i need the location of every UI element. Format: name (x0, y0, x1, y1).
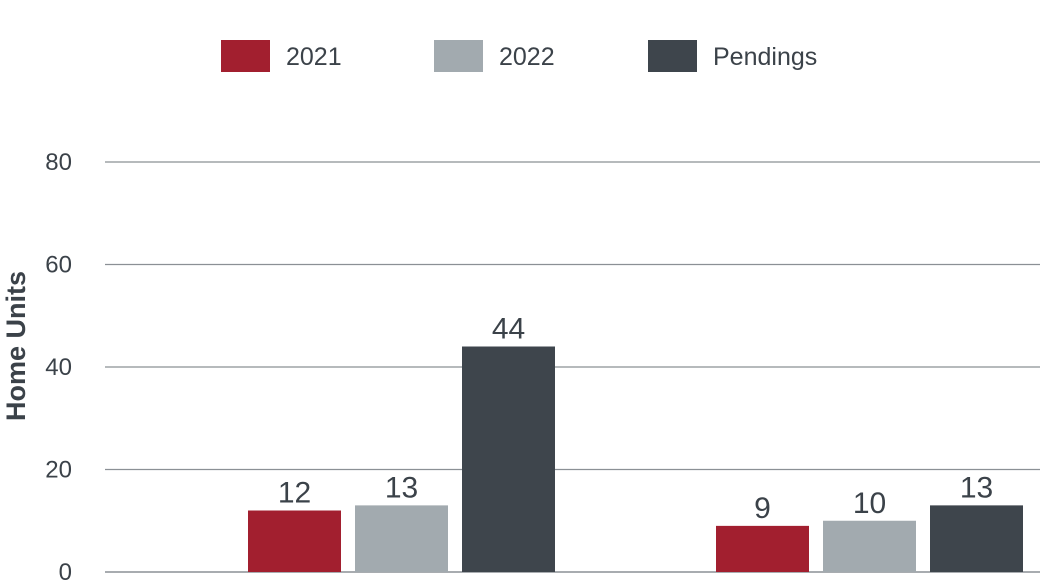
y-tick-label: 40 (45, 354, 72, 381)
legend-label-2022: 2022 (499, 43, 555, 71)
bars (248, 346, 1023, 572)
bar-pendings-group-1 (462, 346, 555, 572)
y-tick-label: 80 (45, 149, 72, 176)
y-tick-label: 60 (45, 252, 72, 279)
bar-pendings-group-2 (930, 505, 1023, 572)
data-label-pendings-group-1: 44 (492, 313, 525, 346)
bar-2022-group-1 (355, 505, 448, 572)
data-label-pendings-group-2: 13 (960, 471, 993, 504)
data-labels: 12 13 44 9 10 13 (278, 313, 993, 525)
bar-2021-group-1 (248, 510, 341, 572)
data-label-2021-group-1: 12 (278, 477, 311, 510)
legend: 2021 2022 Pendings (221, 40, 817, 72)
y-tick-label: 0 (59, 559, 72, 585)
y-tick-label: 20 (45, 457, 72, 484)
y-axis-ticks: 0 20 40 60 80 (45, 149, 72, 585)
legend-swatch-pendings (648, 40, 697, 72)
gridlines (105, 161, 1040, 573)
bar-2021-group-2 (716, 525, 809, 572)
legend-label-2021: 2021 (286, 43, 342, 71)
bar-2022-group-2 (823, 520, 916, 572)
y-axis-label: Home Units (1, 271, 31, 421)
data-label-2022-group-1: 13 (385, 471, 418, 504)
legend-swatch-2021 (221, 40, 270, 72)
legend-swatch-2022 (434, 40, 483, 72)
legend-label-pendings: Pendings (713, 43, 817, 71)
data-label-2021-group-2: 9 (754, 492, 771, 525)
data-label-2022-group-2: 10 (853, 487, 886, 520)
